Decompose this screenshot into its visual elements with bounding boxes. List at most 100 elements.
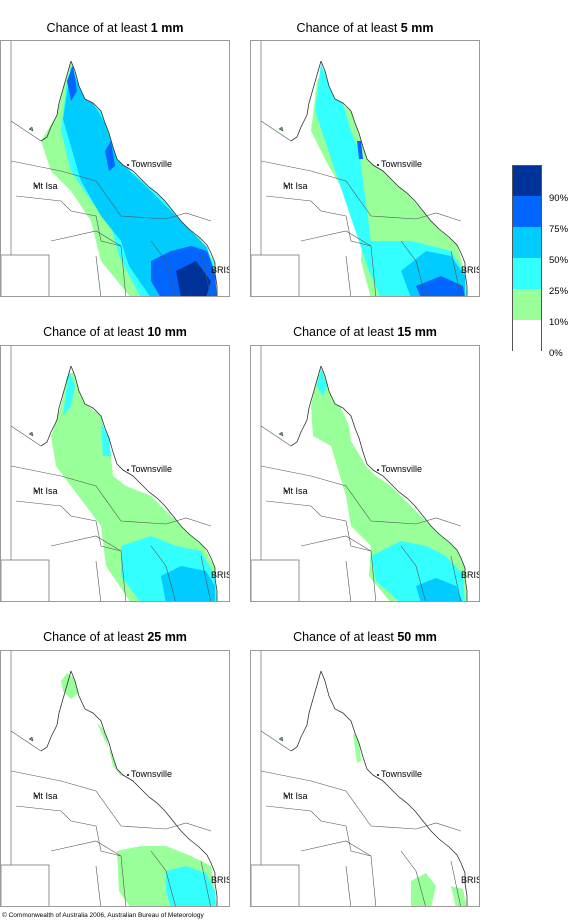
- legend: 90% 75% 50% 25% 10% 0%: [512, 165, 568, 359]
- district-boundary: [50, 230, 127, 296]
- inset-box: [251, 559, 300, 601]
- district-boundary: [260, 730, 292, 752]
- map-panel-5mm: Townsville Mt Isa BRIS: [250, 40, 480, 297]
- coastline: [320, 365, 468, 601]
- legend-label-0: 0%: [549, 348, 563, 359]
- place-label-brisbane: BRIS: [461, 875, 480, 885]
- map-panel-1mm: Townsville Mt Isa BRIS: [0, 40, 230, 297]
- ocean-mask: [1, 346, 229, 601]
- ocean-mask: [1, 651, 229, 906]
- panel-title-1mm: Chance of at least 1 mm: [46, 21, 184, 35]
- legend-swatch-50-75: [512, 227, 542, 258]
- district-boundary: [50, 840, 127, 906]
- gulf-coastline: [290, 670, 322, 752]
- probability-region: [311, 368, 467, 601]
- map-panel-10mm: Townsville Mt Isa BRIS: [0, 345, 230, 602]
- place-label-mt-isa: Mt Isa: [283, 791, 308, 801]
- ocean-mask: [251, 346, 479, 601]
- district-boundary: [345, 255, 352, 296]
- district-boundary: [15, 500, 122, 552]
- map-panel-50mm: Townsville Mt Isa BRIS: [250, 650, 480, 907]
- townsville-dot: [377, 164, 379, 166]
- place-label-townsville: Townsville: [131, 769, 173, 779]
- district-boundary: [15, 195, 122, 247]
- gulf-coastline: [40, 365, 72, 447]
- probability-region: [51, 371, 217, 601]
- map-svg: [251, 651, 479, 906]
- district-boundary: [265, 195, 372, 247]
- mt-isa-dot: [35, 795, 37, 797]
- place-label-mt-isa: Mt Isa: [33, 181, 58, 191]
- district-boundary: [260, 160, 462, 222]
- panel-title-50mm: Chance of at least 50 mm: [293, 630, 437, 644]
- place-label-brisbane: BRIS: [461, 265, 480, 275]
- townsville-dot: [377, 469, 379, 471]
- island: [278, 736, 284, 742]
- coastline: [70, 365, 218, 601]
- legend-swatch-25-50: [512, 258, 542, 289]
- mt-isa-dot: [285, 490, 287, 492]
- gulf-coastline: [290, 365, 322, 447]
- district-boundary: [400, 545, 426, 601]
- probability-region: [63, 370, 217, 601]
- probability-region: [416, 578, 463, 601]
- gulf-coastline: [290, 60, 322, 142]
- map-svg: [251, 41, 479, 296]
- district-boundary: [260, 425, 292, 447]
- district-boundary: [300, 840, 377, 906]
- ocean-mask: [1, 41, 229, 296]
- district-boundary: [300, 230, 377, 296]
- district-boundary: [260, 465, 462, 527]
- coastline: [320, 60, 468, 296]
- inset-box: [251, 254, 300, 296]
- inset-box: [1, 559, 50, 601]
- coastline: [320, 670, 468, 906]
- mt-isa-dot: [285, 185, 287, 187]
- district-boundary: [200, 250, 211, 296]
- district-boundary: [150, 240, 176, 296]
- place-label-mt-isa: Mt Isa: [33, 791, 58, 801]
- island: [278, 431, 284, 437]
- district-boundary: [260, 770, 462, 832]
- district-boundary: [10, 425, 42, 447]
- district-boundary: [10, 770, 212, 832]
- district-boundary: [450, 555, 461, 601]
- ocean-mask: [251, 41, 479, 296]
- place-label-mt-isa: Mt Isa: [33, 486, 58, 496]
- townsville-dot: [127, 164, 129, 166]
- probability-region: [311, 69, 467, 296]
- district-boundary: [10, 730, 42, 752]
- panel-title-10mm: Chance of at least 10 mm: [43, 325, 187, 339]
- legend-swatch-75-90: [512, 196, 542, 227]
- townsville-dot: [127, 774, 129, 776]
- district-boundary: [450, 860, 461, 906]
- coastline: [70, 670, 218, 906]
- place-label-townsville: Townsville: [131, 159, 173, 169]
- island: [28, 126, 34, 132]
- gulf-coastline: [40, 670, 72, 752]
- legend-swatch-90-100: [512, 165, 542, 196]
- place-label-mt-isa: Mt Isa: [283, 486, 308, 496]
- mt-isa-dot: [35, 185, 37, 187]
- district-boundary: [265, 500, 372, 552]
- legend-label-50: 50%: [549, 255, 569, 266]
- district-boundary: [450, 250, 461, 296]
- district-boundary: [200, 860, 211, 906]
- inset-box: [1, 864, 50, 906]
- district-boundary: [400, 850, 426, 906]
- probability-region: [176, 261, 211, 296]
- legend-label-75: 75%: [549, 224, 569, 235]
- townsville-dot: [127, 469, 129, 471]
- inset-box: [1, 254, 50, 296]
- district-boundary: [345, 560, 352, 601]
- place-label-brisbane: BRIS: [211, 570, 230, 580]
- map-svg: [1, 651, 229, 906]
- gulf-coastline: [40, 60, 72, 142]
- district-boundary: [95, 255, 102, 296]
- probability-region: [317, 368, 465, 601]
- district-boundary: [10, 465, 212, 527]
- probability-region: [353, 733, 467, 906]
- legend-swatch-0-10: [512, 320, 542, 351]
- district-boundary: [50, 535, 127, 601]
- island: [278, 126, 284, 132]
